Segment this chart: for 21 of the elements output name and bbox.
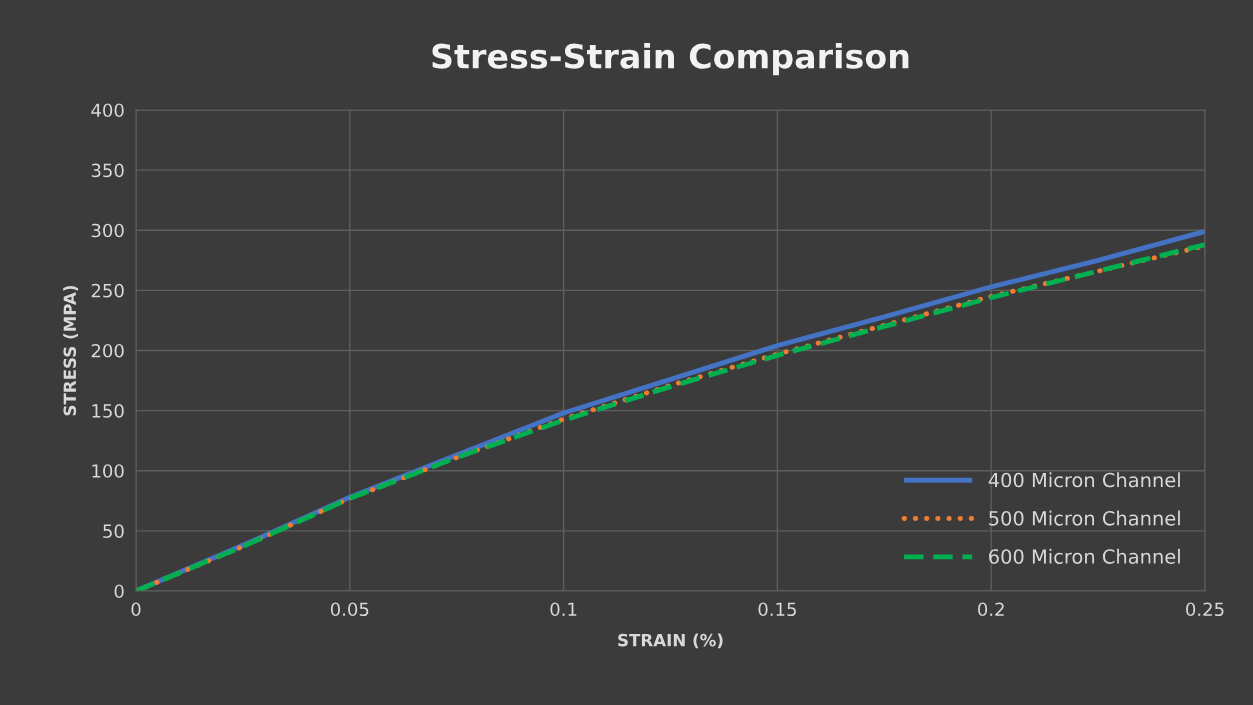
x-tick-label: 0.05 (330, 602, 369, 617)
y-tick-label: 50 (103, 524, 124, 538)
legend-label: 500 Micron Channel (989, 510, 1180, 526)
x-tick-label: 0.15 (758, 602, 796, 617)
x-axis-title: STRAIN (%) (618, 633, 723, 649)
chart-title: Stress-Strain Comparison (432, 43, 909, 76)
y-tick-label: 400 (91, 103, 124, 118)
y-tick-label: 0 (114, 584, 124, 599)
y-tick-label: 200 (91, 343, 124, 358)
x-tick-label: 0 (131, 602, 141, 617)
y-tick-label: 100 (92, 464, 124, 478)
x-tick-label: 0.25 (1186, 602, 1224, 617)
x-tick-label: 0.2 (978, 602, 1004, 617)
y-tick-label: 350 (91, 163, 124, 178)
y-tick-label: 300 (91, 223, 124, 238)
y-axis-title: STRESS (MPA) (63, 285, 79, 416)
y-tick-label: 250 (91, 283, 124, 298)
y-tick-label: 150 (92, 404, 124, 418)
legend-label: 600 Micron Channel (989, 548, 1180, 564)
x-tick-label: 0.1 (550, 602, 577, 617)
legend-label: 400 Micron Channel (988, 472, 1180, 488)
